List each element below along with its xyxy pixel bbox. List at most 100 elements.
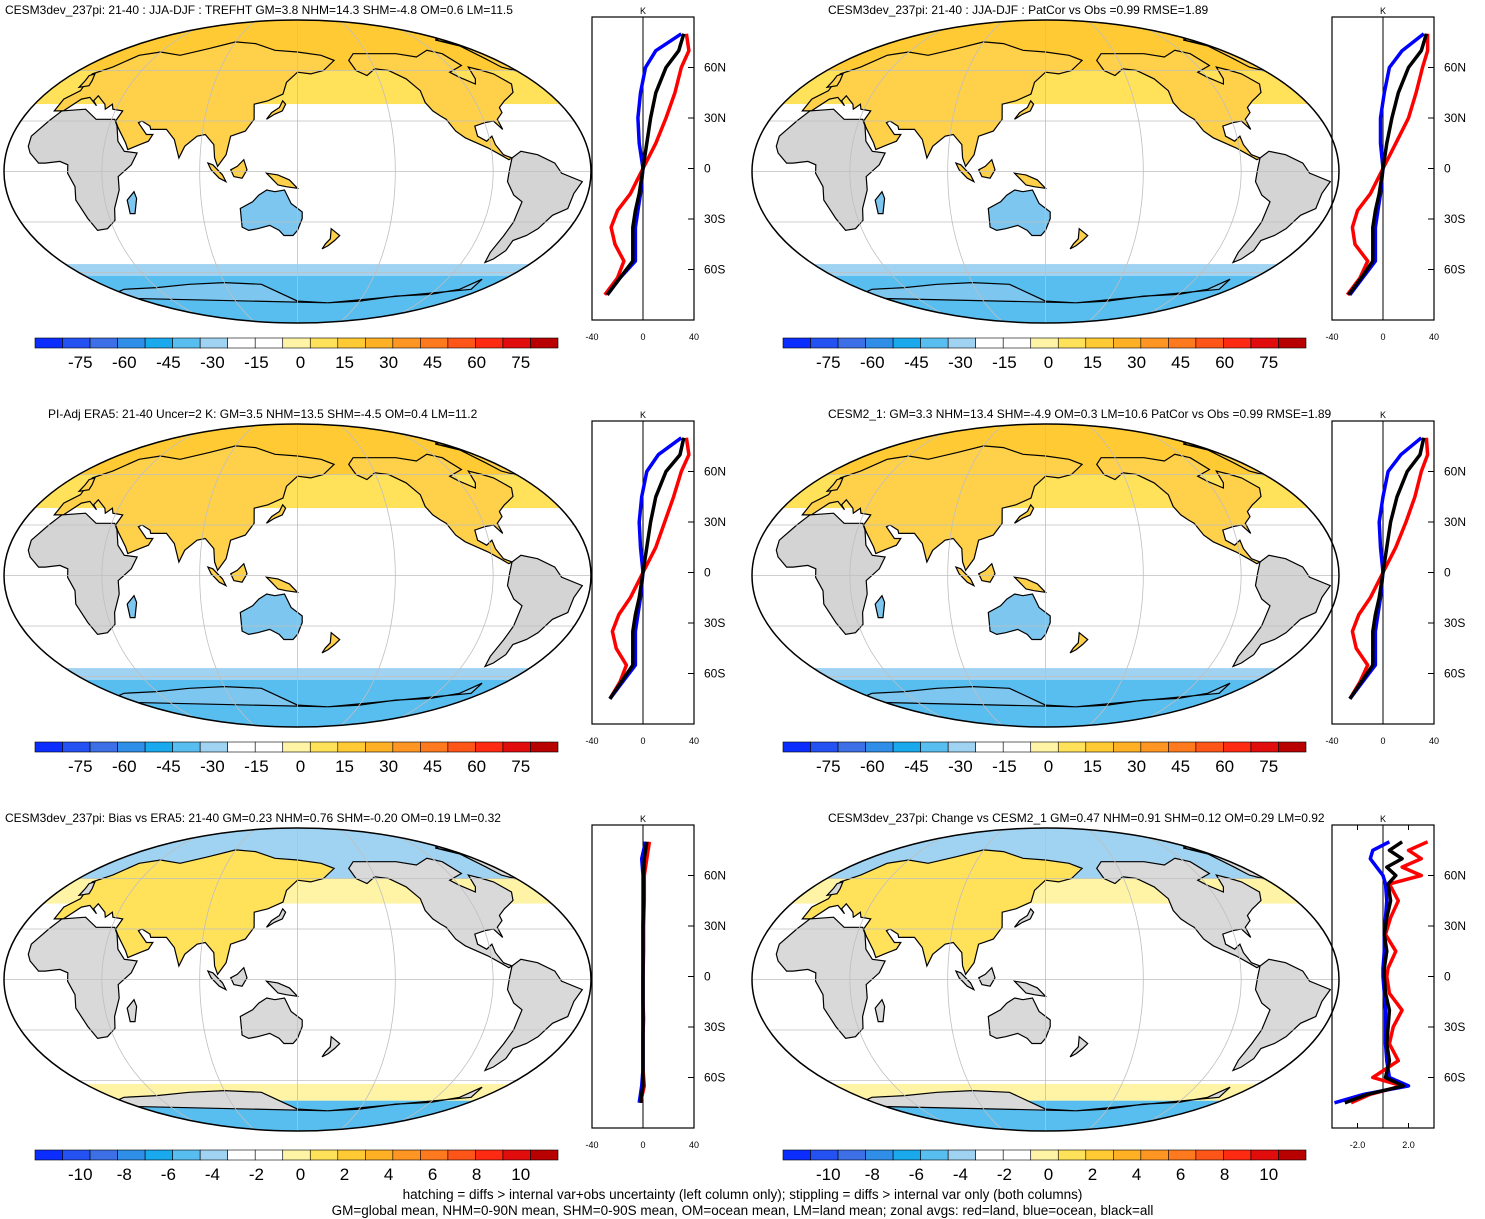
continent-antarctica bbox=[1075, 278, 1231, 304]
colorbar-label: -60 bbox=[860, 353, 885, 372]
colorbar-swatch bbox=[782, 741, 811, 753]
colorbar-swatch bbox=[392, 741, 421, 753]
graticule-lon bbox=[1086, 20, 1144, 323]
colorbar-swatch bbox=[1223, 1149, 1252, 1161]
continent-antarctica bbox=[327, 1086, 483, 1112]
colorbar-swatch bbox=[837, 741, 866, 753]
colorbar-swatch bbox=[530, 1149, 559, 1161]
colorbar-swatch bbox=[254, 741, 284, 753]
lat-tick-label: 30N bbox=[704, 919, 726, 933]
continent-madagascar bbox=[126, 594, 138, 619]
lat-tick-label: 30N bbox=[704, 111, 726, 125]
colorbar-label: 10 bbox=[511, 1165, 530, 1184]
colorbar-swatch bbox=[365, 741, 394, 753]
colorbar-swatch bbox=[172, 337, 201, 349]
colorbar-label: 15 bbox=[335, 353, 354, 372]
colorbar-swatch bbox=[1002, 741, 1032, 753]
x-tick-label: -2.0 bbox=[1350, 1140, 1366, 1150]
colorbar-swatch bbox=[530, 741, 559, 753]
lat-tick-label: 30N bbox=[1444, 515, 1466, 529]
colorbar-swatch bbox=[117, 741, 146, 753]
continent-japan bbox=[1014, 907, 1035, 928]
colorbar-swatch bbox=[1113, 741, 1142, 753]
lat-tick-label: 30N bbox=[1444, 919, 1466, 933]
zonal-line-land bbox=[608, 437, 691, 700]
colorbar-swatch bbox=[1278, 337, 1307, 349]
panel-graphic: K 60N 30N 0 30S 60S -40 0 40 -75 -60 -45 -30 -15 0 15 30… bbox=[751, 410, 1466, 776]
zonal-mean-plot: K 60N 30N 0 30S 60S -40 0 40 bbox=[585, 410, 726, 746]
colorbar-swatch bbox=[782, 1149, 811, 1161]
colorbar-label: -8 bbox=[117, 1165, 132, 1184]
continent-newguinea bbox=[264, 576, 300, 594]
panel-title: PI-Adj ERA5: 21-40 Uncer=2 K: GM=3.5 NHM… bbox=[48, 407, 478, 421]
colorbar-swatch bbox=[34, 337, 63, 349]
graticule-lon bbox=[338, 20, 396, 323]
colorbar-label: -45 bbox=[904, 353, 929, 372]
continent-eurasia bbox=[53, 849, 336, 976]
colorbar-swatch bbox=[920, 741, 949, 753]
colorbar-label: 0 bbox=[1044, 353, 1053, 372]
continent-newguinea bbox=[264, 980, 300, 998]
colorbar-swatch bbox=[475, 741, 504, 753]
continent-madagascar bbox=[874, 594, 886, 619]
colorbar-swatch bbox=[254, 337, 284, 349]
colorbar-swatch bbox=[420, 337, 449, 349]
colorbar-label: 15 bbox=[335, 757, 354, 776]
x-tick-label: -40 bbox=[1325, 332, 1338, 342]
lat-tick-label: 30S bbox=[704, 616, 725, 630]
continent-africa bbox=[775, 512, 887, 636]
zonal-line-all bbox=[1347, 33, 1429, 296]
continent-samerica bbox=[1231, 958, 1332, 1072]
lat-tick-label: 60N bbox=[704, 61, 726, 75]
continent-namerica bbox=[347, 857, 514, 969]
colorbar-swatch bbox=[1223, 337, 1252, 349]
colorbar-swatch bbox=[1195, 337, 1224, 349]
map-border bbox=[751, 19, 1340, 324]
colorbar-label: -4 bbox=[953, 1165, 968, 1184]
continent-australia bbox=[987, 997, 1051, 1045]
continent-madagascar bbox=[126, 998, 138, 1023]
colorbar-swatch bbox=[309, 741, 339, 753]
continent-japan bbox=[1014, 99, 1035, 120]
zonal-line-land bbox=[1350, 840, 1429, 1105]
colorbar-label: 15 bbox=[1083, 757, 1102, 776]
colorbar: -75 -60 -45 -30 -15 0 15 30 45 60 75 bbox=[782, 741, 1307, 776]
lat-tick-label: 0 bbox=[1444, 970, 1451, 984]
continent-japan bbox=[266, 907, 287, 928]
colorbar-swatch bbox=[892, 1149, 921, 1161]
colorbar-swatch bbox=[62, 337, 91, 349]
continent-australia bbox=[239, 997, 303, 1045]
colorbar-label: 75 bbox=[1259, 757, 1278, 776]
colorbar-swatch bbox=[1030, 337, 1059, 349]
continent-nz bbox=[321, 227, 341, 250]
x-tick-label: -40 bbox=[1325, 736, 1338, 746]
colorbar-label: 45 bbox=[1171, 757, 1190, 776]
lat-tick-label: 60N bbox=[1444, 61, 1466, 75]
continent-eurasia bbox=[801, 41, 1084, 168]
colorbar-swatch bbox=[337, 1149, 366, 1161]
x-tick-label: 0 bbox=[1380, 332, 1385, 342]
colorbar-label: 15 bbox=[1083, 353, 1102, 372]
continent-borneo bbox=[977, 562, 996, 583]
colorbar-label: 45 bbox=[423, 757, 442, 776]
zonal-line-all bbox=[1348, 437, 1426, 700]
continent-sumatra bbox=[206, 566, 228, 587]
lat-tick-label: 60N bbox=[704, 869, 726, 883]
colorbar-swatch bbox=[1085, 337, 1114, 349]
colorbar-label: -60 bbox=[860, 757, 885, 776]
lat-tick-label: 0 bbox=[1444, 162, 1451, 176]
panel-title: CESM3dev_237pi: Bias vs ERA5: 21-40 GM=0… bbox=[5, 811, 501, 825]
colorbar-label: 75 bbox=[1259, 353, 1278, 372]
colorbar-swatch bbox=[89, 741, 118, 753]
colorbar: -75 -60 -45 -30 -15 0 15 30 45 60 75 bbox=[34, 741, 559, 776]
colorbar-label: -75 bbox=[816, 757, 841, 776]
colorbar-swatch bbox=[365, 337, 394, 349]
continent-nz bbox=[1069, 631, 1089, 654]
colorbar-swatch bbox=[1168, 741, 1197, 753]
colorbar-label: 45 bbox=[1171, 353, 1190, 372]
graticule-lon bbox=[1086, 424, 1144, 727]
colorbar-label: 30 bbox=[1127, 353, 1146, 372]
colorbar-swatch bbox=[89, 1149, 118, 1161]
continent-eurasia bbox=[53, 41, 336, 168]
lat-tick-label: 60N bbox=[704, 465, 726, 479]
